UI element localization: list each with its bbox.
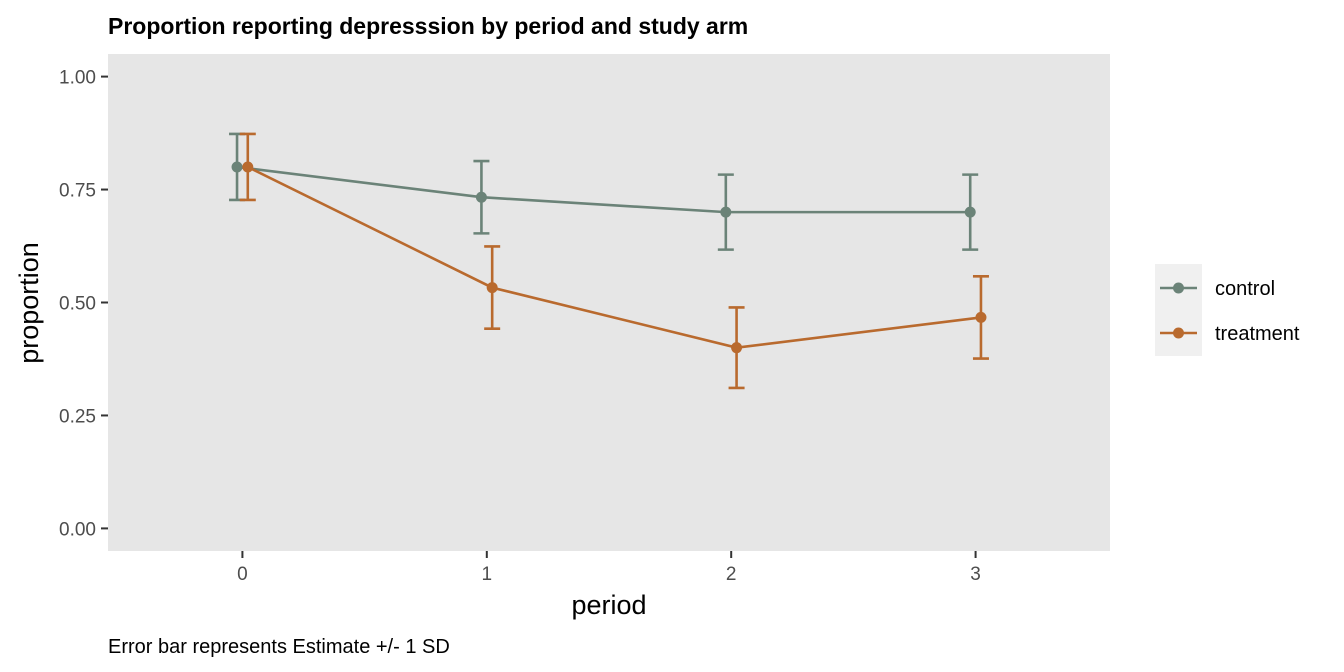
data-point: [242, 161, 254, 173]
y-tick-label: 0.25: [59, 406, 96, 427]
x-tick-label: 0: [237, 564, 248, 585]
chart-title: Proportion reporting depresssion by peri…: [108, 13, 748, 39]
data-point: [975, 311, 987, 323]
series-layer: [229, 132, 989, 390]
x-axis-label: period: [571, 590, 646, 620]
data-point: [231, 161, 243, 173]
x-tick-label: 3: [970, 564, 981, 585]
legend-background: [1155, 264, 1202, 356]
x-axis: 0 1 2 3: [237, 551, 981, 585]
series-line-control: [236, 165, 971, 214]
y-tick-label: 0.50: [59, 294, 96, 315]
data-point: [486, 282, 498, 294]
y-axis: 0.00 0.25 0.50 0.75 1.00: [59, 68, 108, 540]
series-control: [229, 132, 979, 251]
y-tick-label: 0.75: [59, 181, 96, 202]
data-point: [731, 342, 743, 354]
y-tick-label: 0.00: [59, 519, 96, 540]
legend-entry-treatment: treatment: [1215, 323, 1300, 345]
y-tick-label: 1.00: [59, 68, 96, 89]
chart-caption: Error bar represents Estimate +/- 1 SD: [108, 636, 450, 658]
plot-panel: [108, 54, 1110, 551]
legend-key-point: [1173, 282, 1184, 294]
data-point: [475, 191, 487, 203]
data-point: [720, 206, 732, 218]
legend: control treatment: [1155, 264, 1300, 356]
series-line-treatment: [247, 165, 982, 350]
y-axis-label: proportion: [14, 242, 44, 364]
legend-entry-control: control: [1215, 278, 1275, 300]
legend-key-point: [1173, 327, 1184, 339]
x-tick-label: 1: [482, 564, 493, 585]
data-point: [964, 206, 976, 218]
series-treatment: [239, 132, 989, 390]
x-tick-label: 2: [726, 564, 737, 585]
